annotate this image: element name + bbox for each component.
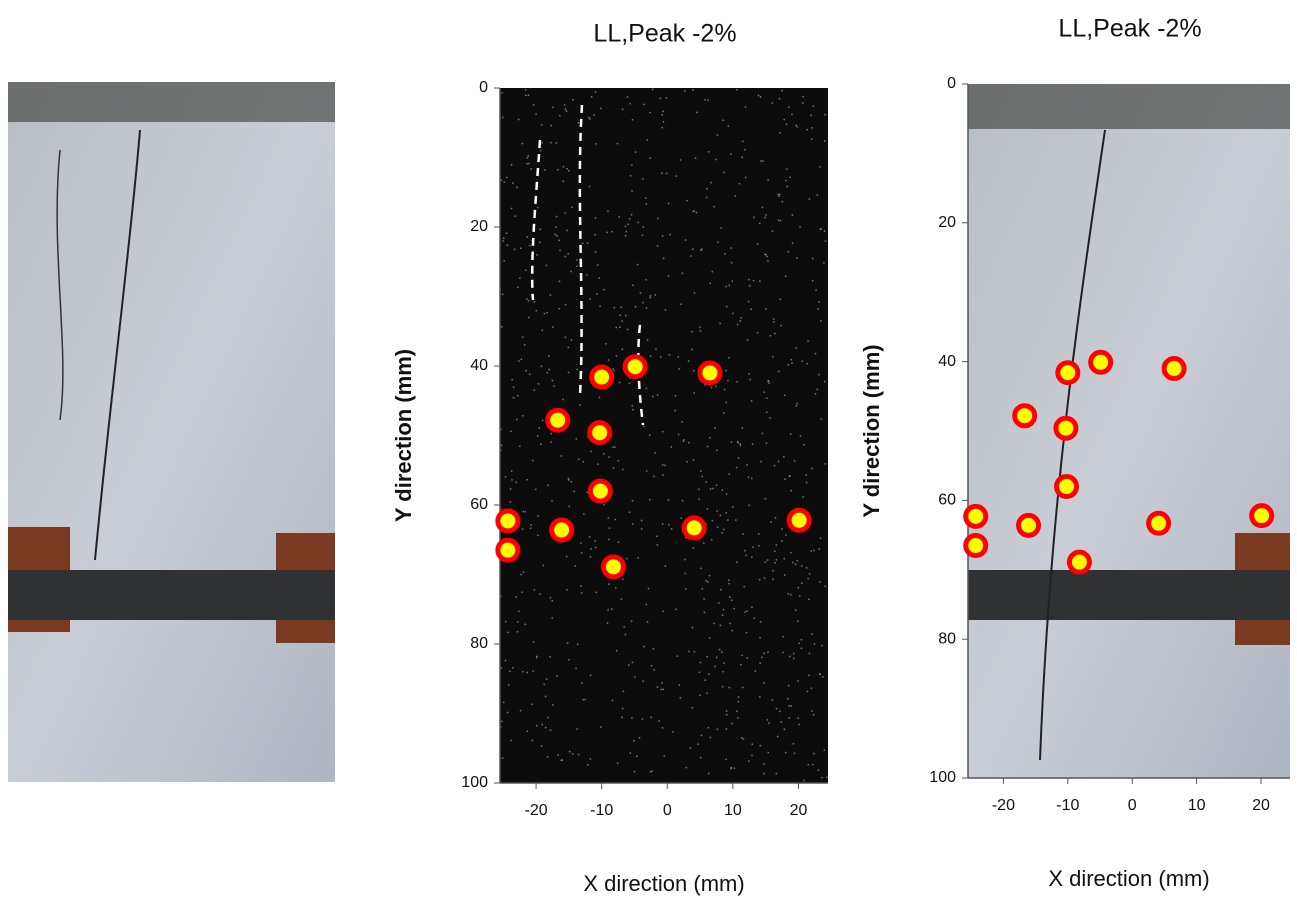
x-tick-label: 10 — [1188, 797, 1206, 814]
chart-title: LL,Peak -2% — [1058, 15, 1201, 43]
x-tick-label: 0 — [663, 802, 672, 819]
y-tick-label: 40 — [938, 353, 956, 370]
data-point — [1091, 352, 1111, 372]
plot-background — [968, 84, 1290, 778]
chart-title: LL,Peak -2% — [593, 20, 736, 48]
specimen-photo — [8, 82, 335, 782]
x-tick-label: -10 — [1056, 797, 1079, 814]
data-point — [966, 536, 986, 556]
data-point — [1056, 418, 1076, 438]
data-point — [1057, 477, 1077, 497]
y-tick-label: 100 — [461, 774, 488, 791]
chart: 0 20 40 60 80 100 -20 -10 0 10 20 LL,Peak -2% X dire… — [859, 15, 1290, 891]
data-point — [1015, 406, 1035, 426]
x-tick-label: 20 — [790, 802, 808, 819]
x-tick-label: 0 — [1128, 797, 1137, 814]
x-tick-label: -20 — [992, 797, 1015, 814]
data-point — [1149, 513, 1169, 533]
data-point — [1019, 515, 1039, 535]
y-tick-label: 0 — [947, 75, 956, 92]
y-tick-label: 40 — [470, 357, 488, 374]
data-point — [590, 481, 610, 501]
x-axis-label: X direction (mm) — [1048, 866, 1209, 891]
x-tick-label: 10 — [724, 802, 742, 819]
data-point — [1069, 552, 1089, 572]
y-axis-label: Y direction (mm) — [859, 344, 884, 517]
y-tick-label: 20 — [938, 214, 956, 231]
y-tick-label: 80 — [938, 630, 956, 647]
data-point — [966, 506, 986, 526]
data-point — [548, 410, 568, 430]
data-point — [1164, 359, 1184, 379]
data-point — [590, 423, 610, 443]
data-point — [552, 520, 572, 540]
y-tick-label: 60 — [470, 496, 488, 513]
x-tick-label: -20 — [525, 802, 548, 819]
x-tick-label: -10 — [590, 802, 613, 819]
data-point — [603, 557, 623, 577]
x-tick-label: 20 — [1252, 797, 1270, 814]
x-axis-label: X direction (mm) — [583, 871, 744, 896]
figure: 020406080100-20-1001020LL,Peak -2%X dire… — [0, 0, 1297, 904]
data-point — [684, 518, 704, 538]
y-tick-label: 60 — [938, 492, 956, 509]
data-point — [625, 357, 645, 377]
y-tick-label: 80 — [470, 635, 488, 652]
data-point — [498, 540, 518, 560]
data-point — [700, 363, 720, 383]
plot-background — [500, 88, 828, 783]
data-point — [789, 510, 809, 530]
y-tick-label: 0 — [479, 79, 488, 96]
y-tick-label: 100 — [929, 769, 956, 786]
chart: 0 20 40 60 80 100 -20 -10 0 10 20 LL,Peak -2% X dire… — [391, 20, 828, 896]
data-point — [1252, 506, 1272, 526]
data-point — [1058, 363, 1078, 383]
y-tick-label: 20 — [470, 218, 488, 235]
y-axis-label: Y direction (mm) — [391, 349, 416, 522]
data-point — [592, 367, 612, 387]
data-point — [498, 511, 518, 531]
